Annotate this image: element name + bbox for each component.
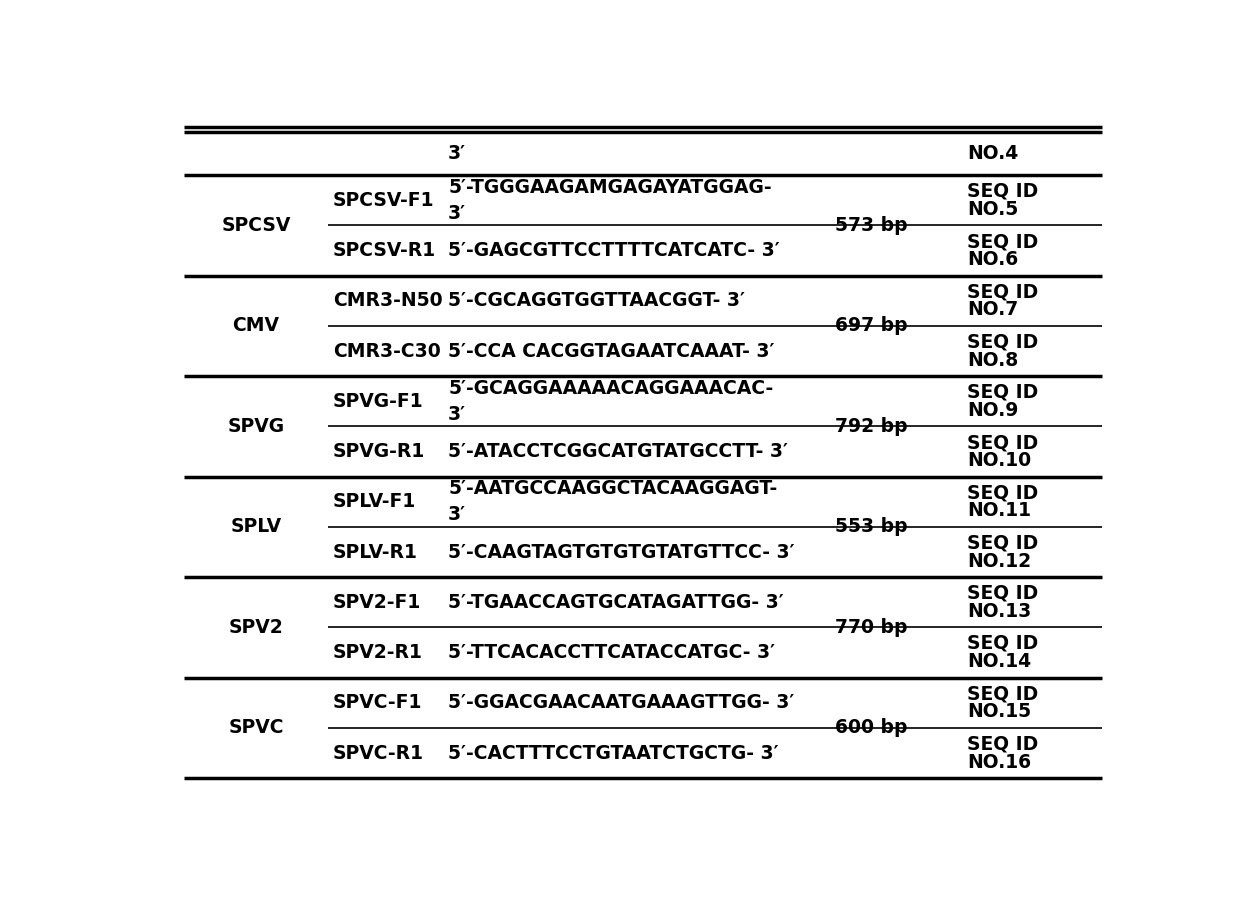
Text: SPLV-F1: SPLV-F1	[332, 492, 417, 511]
Text: NO.8: NO.8	[967, 351, 1018, 370]
Text: SEQ ID: SEQ ID	[967, 433, 1038, 452]
Text: SEQ ID: SEQ ID	[967, 283, 1038, 302]
Text: SEQ ID: SEQ ID	[967, 634, 1038, 653]
Text: SPVG: SPVG	[227, 417, 284, 436]
Text: 5′-TGGGAAGAMGAGAYATGGAG-: 5′-TGGGAAGAMGAGAYATGGAG-	[448, 178, 771, 197]
Text: 573 bp: 573 bp	[835, 216, 908, 235]
Text: 5′-AATGCCAAGGCTACAAGGAGT-: 5′-AATGCCAAGGCTACAAGGAGT-	[448, 479, 777, 499]
Text: 3′: 3′	[448, 506, 466, 525]
Text: 5′-ATACCTCGGCATGTATGCCTT- 3′: 5′-ATACCTCGGCATGTATGCCTT- 3′	[448, 442, 789, 461]
Text: SEQ ID: SEQ ID	[967, 534, 1038, 553]
Text: 792 bp: 792 bp	[835, 417, 908, 436]
Text: SPV2-R1: SPV2-R1	[332, 643, 423, 662]
Text: 600 bp: 600 bp	[835, 718, 908, 737]
Text: SEQ ID: SEQ ID	[967, 182, 1038, 201]
Text: SPCSV-F1: SPCSV-F1	[332, 191, 434, 210]
Text: SEQ ID: SEQ ID	[967, 483, 1038, 502]
Text: 5′-GAGCGTTCCTTTTCATCATC- 3′: 5′-GAGCGTTCCTTTTCATCATC- 3′	[448, 241, 780, 260]
Text: NO.14: NO.14	[967, 652, 1032, 671]
Text: SPVC: SPVC	[228, 718, 284, 737]
Text: SPCSV: SPCSV	[221, 216, 290, 235]
Text: 770 bp: 770 bp	[835, 618, 908, 637]
Text: 3′: 3′	[448, 405, 466, 424]
Text: 5′-GGACGAACAATGAAAGTTGG- 3′: 5′-GGACGAACAATGAAAGTTGG- 3′	[448, 693, 795, 712]
Text: SEQ ID: SEQ ID	[967, 232, 1038, 251]
Text: NO.9: NO.9	[967, 400, 1018, 420]
Text: NO.15: NO.15	[967, 702, 1032, 721]
Text: NO.7: NO.7	[967, 301, 1018, 320]
Text: NO.4: NO.4	[967, 144, 1018, 163]
Text: SEQ ID: SEQ ID	[967, 684, 1038, 703]
Text: NO.11: NO.11	[967, 501, 1030, 520]
Text: SEQ ID: SEQ ID	[967, 584, 1038, 603]
Text: 3′: 3′	[448, 204, 466, 223]
Text: NO.5: NO.5	[967, 200, 1018, 219]
Text: NO.6: NO.6	[967, 250, 1018, 269]
Text: CMR3-N50: CMR3-N50	[332, 292, 443, 310]
Text: CMV: CMV	[232, 317, 279, 336]
Text: 5′-CCA CACGGTAGAATCAAAT- 3′: 5′-CCA CACGGTAGAATCAAAT- 3′	[448, 342, 775, 361]
Text: SPVG-R1: SPVG-R1	[332, 442, 425, 461]
Text: SPVG-F1: SPVG-F1	[332, 392, 423, 410]
Text: NO.12: NO.12	[967, 552, 1032, 571]
Text: 553 bp: 553 bp	[835, 518, 908, 536]
Text: SPV2: SPV2	[228, 618, 283, 637]
Text: SEQ ID: SEQ ID	[967, 332, 1038, 352]
Text: 5′-TGAACCAGTGCATAGATTGG- 3′: 5′-TGAACCAGTGCATAGATTGG- 3′	[448, 593, 784, 612]
Text: SEQ ID: SEQ ID	[967, 734, 1038, 753]
Text: SPLV: SPLV	[231, 518, 281, 536]
Text: NO.16: NO.16	[967, 752, 1032, 771]
Text: SPV2-F1: SPV2-F1	[332, 593, 422, 612]
Text: 697 bp: 697 bp	[835, 317, 908, 336]
Text: 5′-GCAGGAAAAACAGGAAACAC-: 5′-GCAGGAAAAACAGGAAACAC-	[448, 379, 774, 398]
Text: SPVC-R1: SPVC-R1	[332, 743, 424, 762]
Text: 5′-CGCAGGTGGTTAACGGT- 3′: 5′-CGCAGGTGGTTAACGGT- 3′	[448, 292, 745, 310]
Text: NO.10: NO.10	[967, 451, 1032, 470]
Text: SPCSV-R1: SPCSV-R1	[332, 241, 436, 260]
Text: SEQ ID: SEQ ID	[967, 382, 1038, 401]
Text: SPVC-F1: SPVC-F1	[332, 693, 422, 712]
Text: 5′-TTCACACCTTCATACCATGC- 3′: 5′-TTCACACCTTCATACCATGC- 3′	[448, 643, 775, 662]
Text: 5′-CAAGTAGTGTGTGTATGTTCC- 3′: 5′-CAAGTAGTGTGTGTATGTTCC- 3′	[448, 543, 795, 562]
Text: SPLV-R1: SPLV-R1	[332, 543, 418, 562]
Text: 5′-CACTTTCCTGTAATCTGCTG- 3′: 5′-CACTTTCCTGTAATCTGCTG- 3′	[448, 743, 779, 762]
Text: NO.13: NO.13	[967, 602, 1032, 621]
Text: 3′: 3′	[448, 144, 466, 163]
Text: CMR3-C30: CMR3-C30	[332, 342, 440, 361]
